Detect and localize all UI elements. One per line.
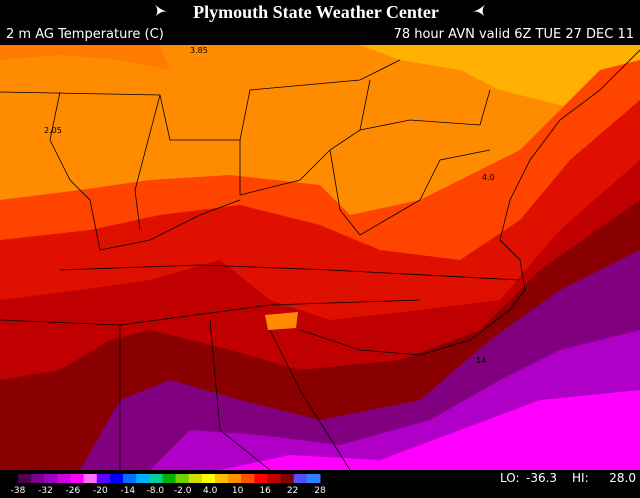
temp-band xyxy=(220,390,640,470)
colorbar-swatch xyxy=(96,474,111,483)
colorbar-swatch xyxy=(31,474,45,483)
map: 3.85 2.05 4.0 14 xyxy=(0,45,640,471)
colorbar-tick-label: -26 xyxy=(66,486,81,496)
colorbar-tick-label: 10 xyxy=(232,486,244,496)
contour-label: 2.05 xyxy=(44,126,62,135)
colorbar-tick-label: 22 xyxy=(287,486,298,496)
logo-right xyxy=(472,2,488,16)
colorbar-swatch xyxy=(201,474,216,483)
colorbar-swatch xyxy=(306,474,321,483)
colorbar-tick-label: -20 xyxy=(93,486,108,496)
colorbar-swatch xyxy=(241,474,255,483)
logo-left xyxy=(152,2,168,16)
colorbar-swatch xyxy=(280,474,295,483)
colorbar-swatch xyxy=(254,474,268,483)
colorbar: -38 -32 -26 -20 -14 -8.0 -2.0 4.0 10 16 22 28 xyxy=(11,474,326,496)
colorbar-swatch xyxy=(175,474,190,483)
lo-label: LO: xyxy=(500,471,520,485)
field-label: 2 m AG Temperature (C) xyxy=(6,27,164,42)
colorbar-tick-label: 4.0 xyxy=(203,486,218,496)
colorbar-tick-label: -38 xyxy=(11,486,26,496)
hi-value: 28.0 xyxy=(609,471,636,485)
title: Plymouth State Weather Center xyxy=(193,2,439,22)
colorbar-swatch xyxy=(162,474,177,483)
colorbar-swatch xyxy=(18,474,32,483)
hi-label: HI: xyxy=(572,471,589,485)
colorbar-tick-label: -8.0 xyxy=(146,486,164,496)
colorbar-swatch xyxy=(149,474,163,483)
colorbar-swatch xyxy=(228,474,242,483)
contour-label: 3.85 xyxy=(190,46,208,55)
colorbar-swatch xyxy=(44,474,58,483)
colorbar-swatch xyxy=(293,474,308,483)
boundaries xyxy=(0,49,640,471)
lo-value: -36.3 xyxy=(526,471,557,485)
contour-label: 14 xyxy=(476,356,486,365)
colorbar-swatch xyxy=(188,474,203,483)
colorbar-tick-label: 16 xyxy=(259,486,271,496)
colorbar-swatch xyxy=(109,474,124,483)
colorbar-swatch xyxy=(214,474,229,483)
valid-label: 78 hour AVN valid 6Z TUE 27 DEC 11 xyxy=(394,27,634,42)
colorbar-swatch xyxy=(136,474,150,483)
contour-label: 4.0 xyxy=(482,173,495,182)
colorbar-swatch xyxy=(267,474,282,483)
colorbar-tick-label: 28 xyxy=(314,486,326,496)
colorbar-swatch xyxy=(123,474,137,483)
temp-band xyxy=(265,312,298,330)
temp-band xyxy=(0,45,170,70)
colorbar-tick-label: -2.0 xyxy=(174,486,192,496)
colorbar-swatch xyxy=(83,474,98,483)
colorbar-swatch xyxy=(70,474,85,483)
colorbar-swatch xyxy=(57,474,72,483)
colorbar-tick-label: -32 xyxy=(38,486,53,496)
colorbar-tick-label: -14 xyxy=(120,486,135,496)
